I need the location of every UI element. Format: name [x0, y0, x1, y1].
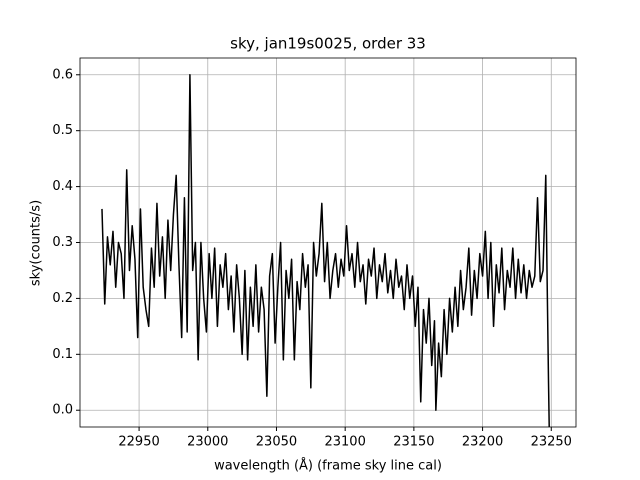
x-tick-label: 23200 [462, 435, 503, 450]
y-tick-label: 0.3 [52, 235, 73, 250]
y-axis-label: sky(counts/s) [29, 200, 44, 286]
y-tick-label: 0.1 [52, 347, 73, 362]
chart-title: sky, jan19s0025, order 33 [230, 35, 426, 53]
plot-frame [79, 57, 577, 428]
y-tick-label: 0.0 [52, 403, 73, 418]
y-tick-label: 0.2 [52, 291, 73, 306]
x-tick-label: 23100 [324, 435, 365, 450]
x-tick-label: 23150 [393, 435, 434, 450]
x-tick-label: 23050 [256, 435, 297, 450]
data-line [101, 74, 550, 427]
x-tick-label: 23250 [531, 435, 572, 450]
x-axis-label: wavelength (Å) (frame sky line cal) [214, 458, 442, 474]
x-tick-label: 23000 [187, 435, 228, 450]
x-tick-label: 22950 [118, 435, 159, 450]
y-tick-label: 0.6 [52, 67, 73, 82]
y-tick-label: 0.5 [52, 123, 73, 138]
y-tick-label: 0.4 [52, 179, 73, 194]
